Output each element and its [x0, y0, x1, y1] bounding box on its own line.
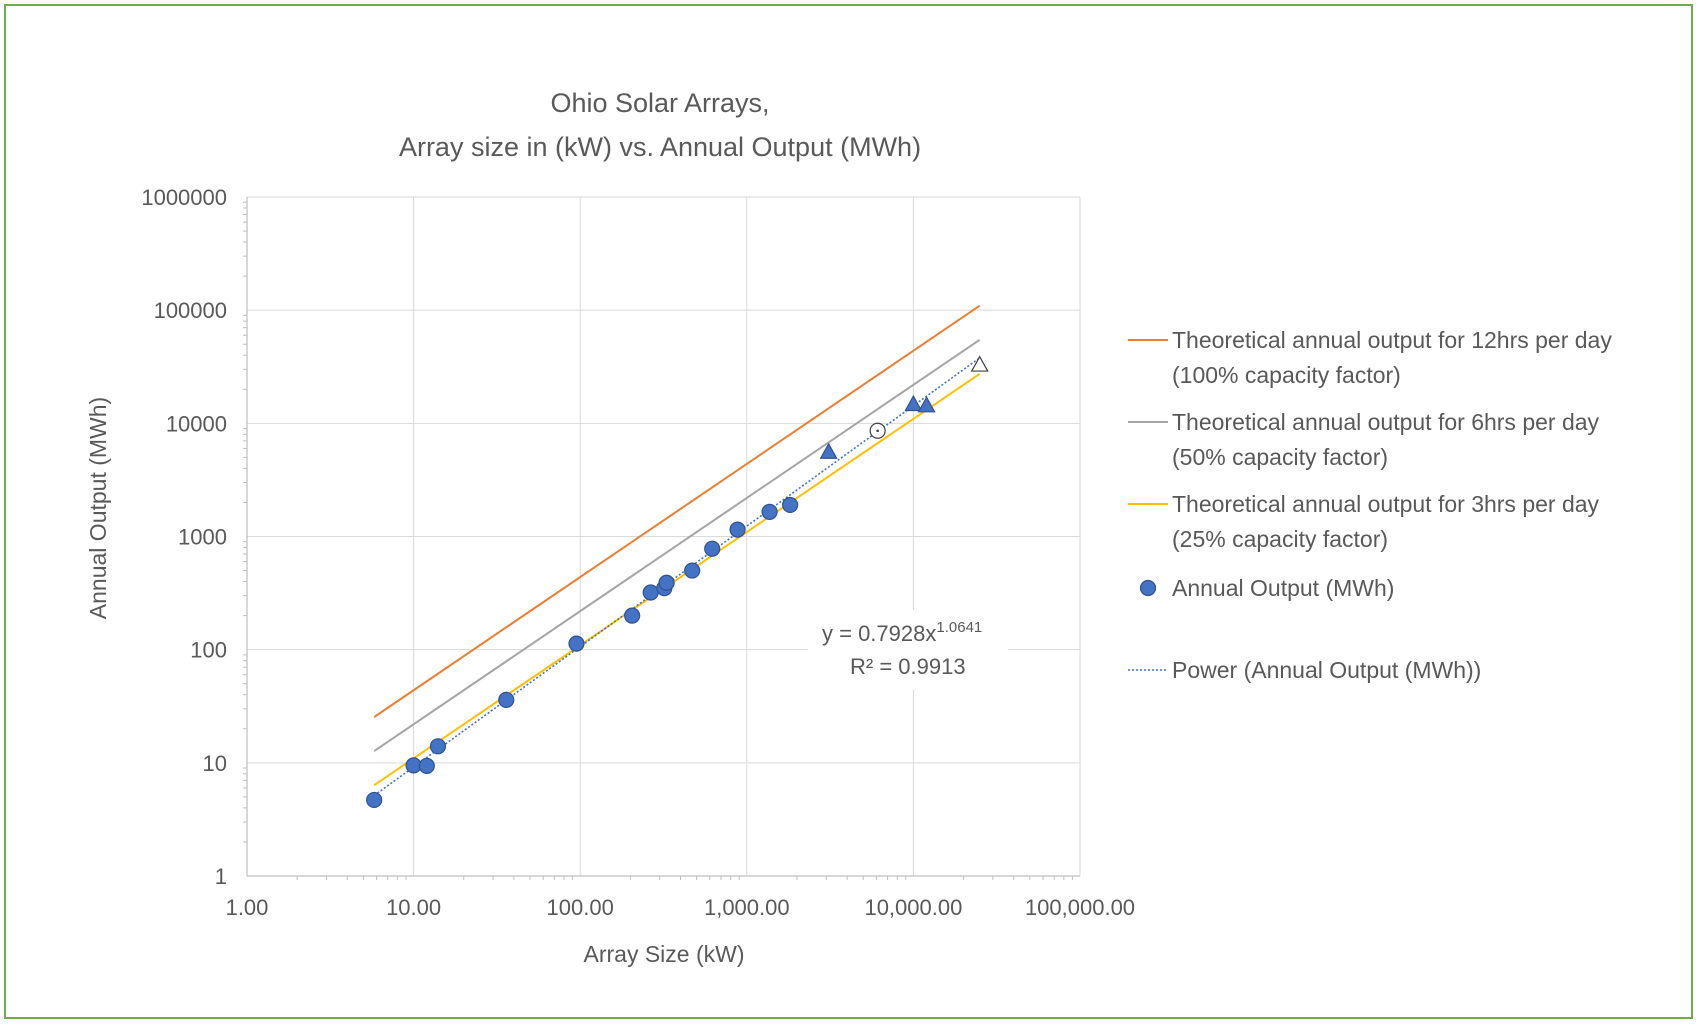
legend-label-12hrs-line1: Theoretical annual output for 12hrs per … [1172, 327, 1612, 353]
x-tick-label: 10,000.00 [864, 895, 962, 920]
data-point-triangle [904, 394, 923, 412]
data-point [418, 757, 435, 774]
equation-box [808, 610, 1008, 690]
data-point [429, 738, 447, 755]
y-tick-label: 10000 [166, 411, 227, 436]
equation-text: y = 0.7928x1.0641 [822, 619, 982, 646]
data-point-triangle [917, 396, 936, 413]
y-tick-label: 100000 [154, 298, 227, 323]
legend-label-6hrs-line1: Theoretical annual output for 6hrs per d… [1172, 409, 1600, 435]
chart-title-line1: Ohio Solar Arrays, [550, 88, 769, 118]
data-point [704, 540, 721, 557]
y-tick-label: 100 [190, 638, 227, 663]
theoretical-line-1 [373, 338, 981, 752]
trendline-equation: y = 0.7928x1.0641 R² = 0.9913 [808, 610, 1008, 690]
y-tick-label: 10 [203, 751, 227, 776]
x-tick-label: 100.00 [547, 895, 614, 920]
equation-prefix: y = 0.7928x [822, 621, 936, 646]
data-point [782, 496, 799, 514]
minor-ticks [243, 201, 1073, 880]
r-squared-text: R² = 0.9913 [850, 654, 966, 679]
data-point-open-triangle [970, 355, 989, 372]
series [366, 304, 989, 809]
theoretical-line-2 [373, 373, 981, 786]
y-tick-label: 1000 [178, 525, 227, 550]
y-tick-label: 1000000 [141, 185, 227, 210]
data-point-open-circle-center [876, 429, 879, 433]
legend-label-trend: Power (Annual Output (MWh)) [1172, 657, 1481, 683]
legend-label-3hrs-line1: Theoretical annual output for 3hrs per d… [1172, 491, 1600, 517]
data-point [642, 584, 659, 601]
legend-label-3hrs-line2: (25% capacity factor) [1172, 526, 1388, 552]
data-point-triangle [819, 442, 838, 459]
legend-label-points: Annual Output (MWh) [1172, 575, 1394, 601]
equation-exponent: 1.0641 [936, 619, 982, 636]
data-point [658, 574, 675, 591]
data-point [624, 607, 641, 624]
chart-frame [4, 4, 1693, 1019]
x-tick-label: 100,000.00 [1025, 895, 1135, 920]
axes [246, 197, 1080, 877]
theoretical-line-0 [373, 304, 981, 718]
gridlines [247, 196, 1081, 876]
chart-title-line2: Array size in (kW) vs. Annual Output (MW… [399, 132, 921, 162]
x-tick-label: 1,000.00 [704, 895, 790, 920]
y-tick-label: 1 [215, 864, 227, 889]
legend-marker-points [1139, 579, 1157, 597]
x-axis-title: Array Size (kW) [584, 941, 745, 967]
tick-labels: 1.00 10.00 100.00 1,000.00 10,000.00 100,000.… [141, 185, 1135, 920]
legend-label-6hrs-line2: (50% capacity factor) [1172, 444, 1388, 470]
x-tick-label: 10.00 [386, 895, 441, 920]
data-point [498, 691, 515, 708]
y-axis-title: Annual Output (MWh) [85, 397, 111, 619]
data-point [568, 635, 585, 652]
data-point [684, 562, 701, 579]
data-point [761, 503, 778, 520]
data-point [729, 521, 746, 538]
legend-label-12hrs-line2: (100% capacity factor) [1172, 362, 1401, 388]
data-point [366, 791, 383, 809]
legend: Theoretical annual output for 12hrs per … [1128, 327, 1612, 683]
x-tick-label: 1.00 [226, 895, 269, 920]
power-trendline [373, 357, 981, 797]
